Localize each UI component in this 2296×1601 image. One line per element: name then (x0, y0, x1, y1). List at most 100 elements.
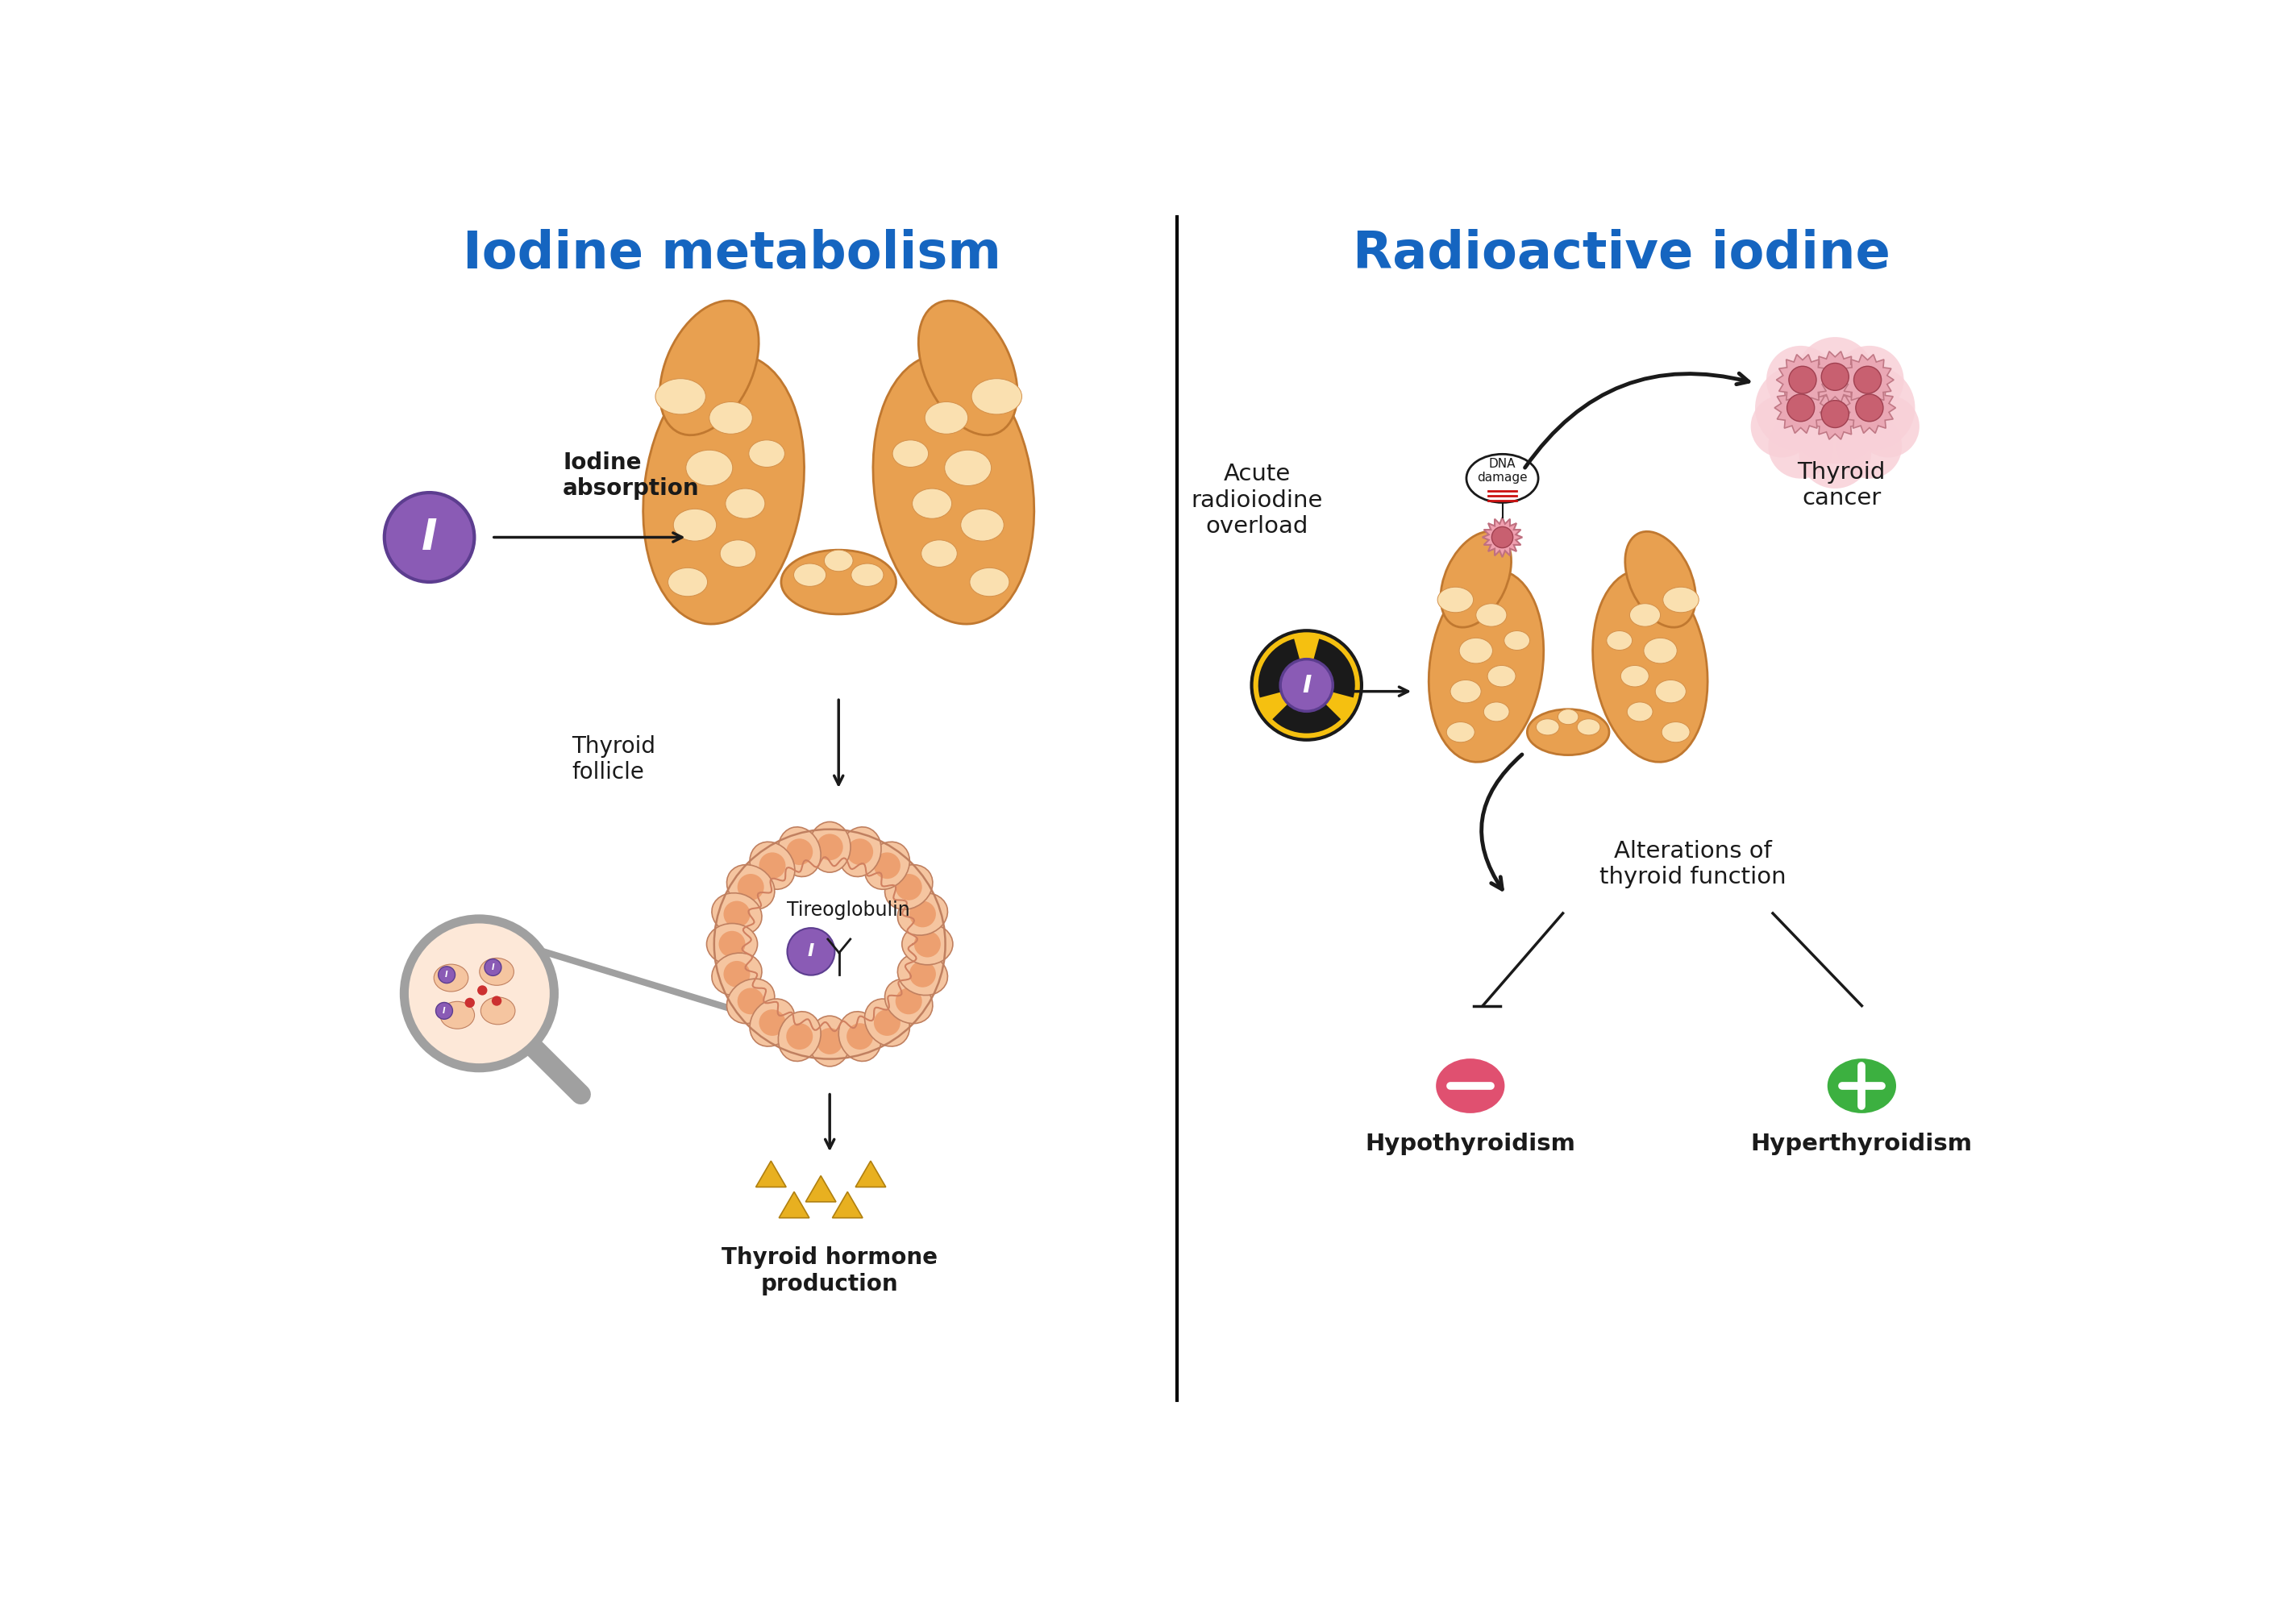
Circle shape (1857, 395, 1919, 458)
Ellipse shape (1437, 588, 1474, 613)
Ellipse shape (893, 440, 928, 467)
Text: Acute
radioiodine
overload: Acute radioiodine overload (1192, 463, 1322, 538)
Ellipse shape (480, 957, 514, 985)
Ellipse shape (872, 354, 1033, 624)
Circle shape (478, 985, 487, 996)
Ellipse shape (441, 1002, 475, 1029)
Ellipse shape (728, 865, 774, 909)
Ellipse shape (781, 551, 895, 615)
Circle shape (875, 852, 900, 879)
Circle shape (760, 1009, 785, 1036)
Text: Hyperthyroidism: Hyperthyroidism (1752, 1132, 1972, 1154)
Ellipse shape (838, 1012, 882, 1061)
Ellipse shape (918, 301, 1017, 435)
Text: I: I (491, 964, 494, 972)
Polygon shape (833, 1191, 863, 1218)
Ellipse shape (659, 301, 758, 435)
Ellipse shape (1828, 1058, 1896, 1113)
Polygon shape (1841, 354, 1894, 405)
Ellipse shape (971, 378, 1022, 415)
Ellipse shape (712, 953, 762, 996)
Text: Thyroid
follicle: Thyroid follicle (572, 735, 657, 783)
Ellipse shape (721, 540, 755, 567)
Text: Radioactive iodine: Radioactive iodine (1352, 229, 1890, 279)
Ellipse shape (912, 488, 953, 519)
Ellipse shape (898, 953, 948, 996)
Polygon shape (856, 1161, 886, 1186)
Circle shape (719, 930, 746, 957)
Circle shape (817, 1028, 843, 1055)
Circle shape (439, 967, 455, 983)
Ellipse shape (1655, 680, 1685, 703)
Circle shape (785, 839, 813, 865)
Ellipse shape (1446, 722, 1474, 743)
Ellipse shape (921, 540, 957, 567)
Circle shape (714, 829, 946, 1058)
Ellipse shape (808, 1017, 850, 1066)
Ellipse shape (1593, 570, 1708, 762)
Ellipse shape (1460, 637, 1492, 663)
Circle shape (1281, 660, 1334, 711)
Ellipse shape (751, 999, 794, 1047)
Text: Tireoglobulin: Tireoglobulin (788, 900, 909, 919)
Circle shape (1789, 367, 1816, 394)
Polygon shape (1809, 389, 1862, 439)
Ellipse shape (728, 978, 774, 1023)
Ellipse shape (434, 964, 468, 991)
Ellipse shape (866, 842, 909, 890)
Text: Thyroid hormone
production: Thyroid hormone production (721, 1247, 937, 1295)
Circle shape (1798, 416, 1871, 488)
Ellipse shape (824, 551, 854, 572)
Ellipse shape (1428, 570, 1543, 762)
Circle shape (748, 863, 912, 1025)
Polygon shape (1844, 383, 1896, 434)
Polygon shape (1777, 354, 1830, 405)
Polygon shape (1483, 517, 1522, 557)
Circle shape (875, 1009, 900, 1036)
Circle shape (737, 874, 765, 900)
Circle shape (847, 839, 872, 865)
Wedge shape (1258, 639, 1306, 698)
Ellipse shape (480, 997, 514, 1025)
Circle shape (1295, 674, 1318, 696)
Circle shape (723, 901, 751, 927)
Ellipse shape (1662, 588, 1699, 613)
Ellipse shape (778, 1012, 822, 1061)
Text: I: I (443, 1007, 445, 1015)
Circle shape (847, 1023, 872, 1050)
Circle shape (464, 997, 475, 1007)
Circle shape (1821, 400, 1848, 427)
Circle shape (1752, 395, 1814, 458)
Ellipse shape (712, 893, 762, 935)
Circle shape (1768, 415, 1832, 479)
Ellipse shape (1630, 604, 1660, 626)
Circle shape (760, 852, 785, 879)
Circle shape (1766, 346, 1835, 415)
Ellipse shape (1476, 604, 1506, 626)
Circle shape (909, 961, 937, 988)
Ellipse shape (1536, 719, 1559, 735)
Text: DNA
damage: DNA damage (1476, 458, 1527, 484)
Ellipse shape (751, 842, 794, 890)
Text: Thyroid
cancer: Thyroid cancer (1798, 461, 1885, 509)
Ellipse shape (969, 568, 1010, 596)
Ellipse shape (898, 893, 948, 935)
Ellipse shape (1577, 719, 1600, 735)
Ellipse shape (838, 828, 882, 877)
Ellipse shape (866, 999, 909, 1047)
Circle shape (723, 961, 751, 988)
Text: Alterations of
thyroid function: Alterations of thyroid function (1600, 839, 1786, 889)
Ellipse shape (1559, 709, 1577, 725)
Ellipse shape (1527, 709, 1609, 756)
Circle shape (404, 919, 553, 1068)
Wedge shape (1306, 639, 1355, 698)
Circle shape (1784, 365, 1885, 464)
Circle shape (1754, 365, 1839, 450)
Circle shape (1821, 363, 1848, 391)
Ellipse shape (902, 924, 953, 965)
Circle shape (1835, 346, 1903, 415)
Text: I: I (422, 517, 436, 559)
Ellipse shape (794, 564, 827, 586)
Text: I: I (1302, 674, 1311, 696)
Ellipse shape (778, 828, 822, 877)
